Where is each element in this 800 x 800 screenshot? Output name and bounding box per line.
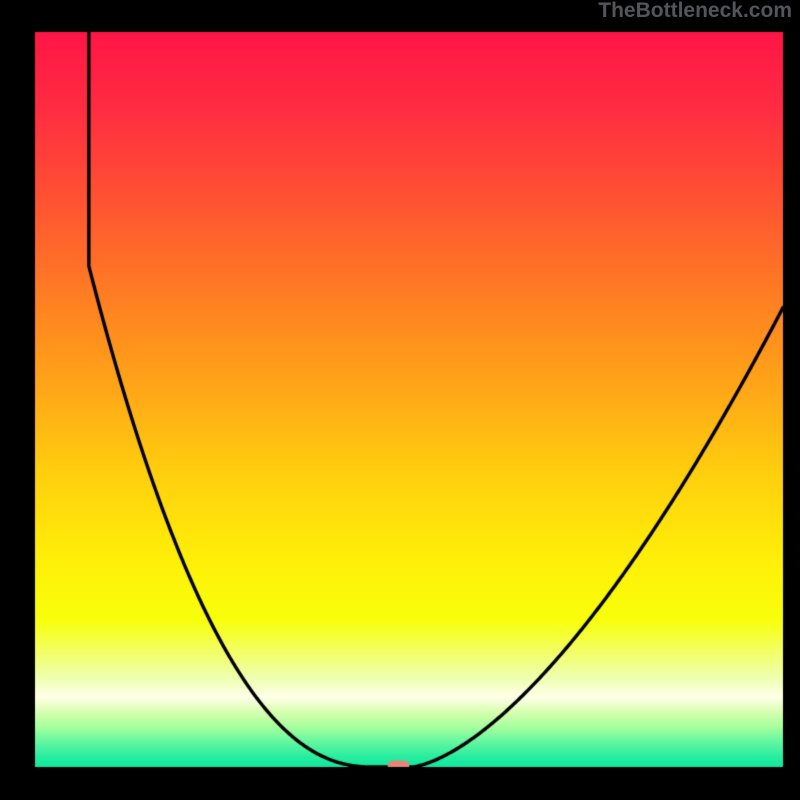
chart-stage: TheBottleneck.com: [0, 0, 800, 800]
bottleneck-chart-canvas: [0, 0, 800, 800]
